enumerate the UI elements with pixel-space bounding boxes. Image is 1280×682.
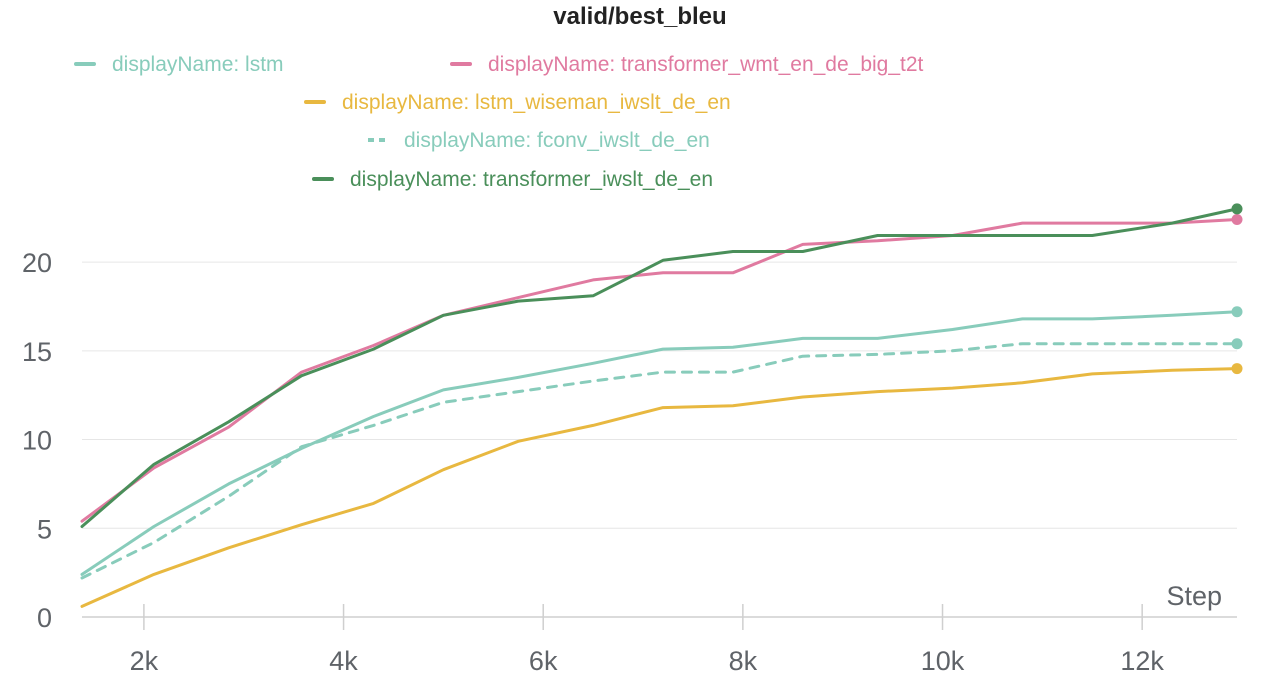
x-axis-label: Step [1166,581,1222,611]
legend-item-2: displayName: lstm_wiseman_iwslt_de_en [304,91,731,114]
chart-title: valid/best_bleu [553,3,726,30]
series-line-3 [80,342,1239,580]
series-lines [80,207,1239,608]
legend-item-0: displayName: lstm [74,53,284,76]
legend: displayName: lstm displayName: transforme… [74,53,924,191]
x-tick-label: 6k [529,646,558,676]
legend-label: displayName: fconv_iwslt_de_en [404,129,710,152]
y-axis: 0 5 10 15 20 [22,248,52,633]
x-tick-label: 12k [1120,646,1164,676]
y-tick-label: 15 [22,337,52,367]
legend-label: displayName: transformer_wmt_en_de_big_t… [488,53,924,76]
series-line-0 [80,310,1239,576]
x-tick-label: 4k [329,646,358,676]
series-end-point-2 [1231,363,1243,375]
legend-label: displayName: lstm_wiseman_iwslt_de_en [342,91,731,114]
legend-label: displayName: transformer_iwslt_de_en [350,168,713,191]
legend-item-3: displayName: fconv_iwslt_de_en [368,129,710,152]
x-axis: 2k 4k 6k 8k 10k 12k [82,604,1237,676]
gridlines [82,261,1237,529]
series-end-point-4 [1231,203,1243,215]
legend-label: displayName: lstm [112,53,284,76]
y-tick-label: 10 [22,426,52,456]
x-tick-label: 10k [921,646,965,676]
series-line-2 [80,367,1239,608]
legend-item-1: displayName: transformer_wmt_en_de_big_t… [450,53,924,76]
y-tick-label: 0 [37,603,52,633]
x-tick-label: 8k [729,646,758,676]
series-line-1 [80,218,1239,523]
end-points [1231,203,1243,375]
series-end-point-0 [1231,306,1243,318]
y-tick-label: 20 [22,248,52,278]
series-end-point-1 [1231,214,1243,226]
x-tick-label: 2k [130,646,159,676]
legend-item-4: displayName: transformer_iwslt_de_en [312,168,713,191]
y-tick-label: 5 [37,514,52,544]
series-line-4 [80,207,1239,528]
series-end-point-3 [1231,338,1243,350]
